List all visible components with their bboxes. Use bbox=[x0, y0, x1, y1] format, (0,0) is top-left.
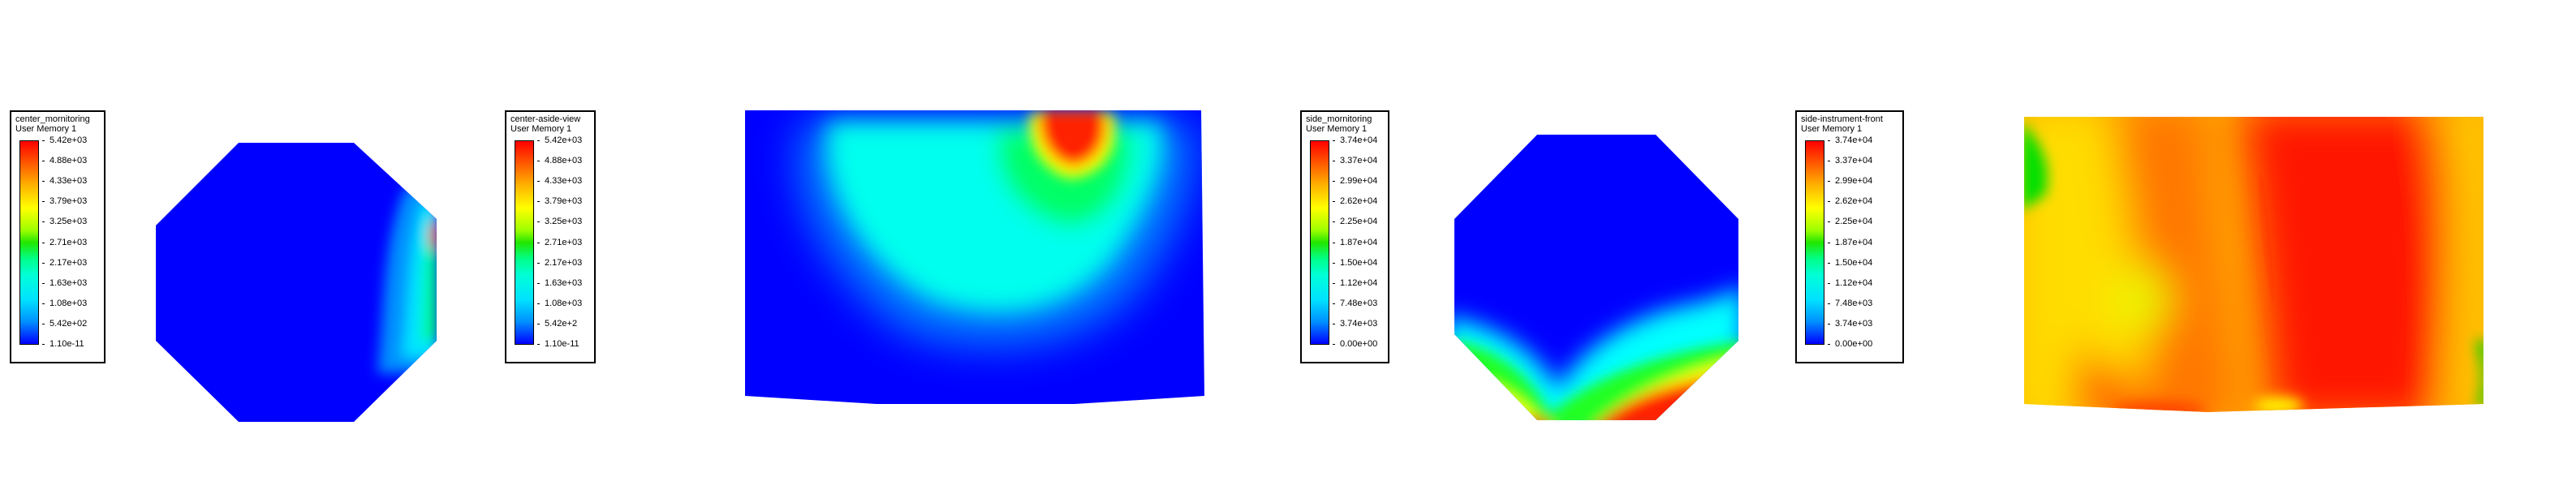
colorbar-tick-label: 1.10e-11 bbox=[537, 339, 579, 349]
colorbar-tick-label: 1.63e+03 bbox=[42, 278, 87, 288]
colorbar-tick-label: 1.12e+04 bbox=[1333, 278, 1377, 288]
colorbar-tick-label: 3.74e+04 bbox=[1333, 135, 1377, 145]
colorbar bbox=[19, 140, 39, 345]
legend-subtitle: User Memory 1 bbox=[510, 124, 572, 134]
legend-subtitle: User Memory 1 bbox=[1306, 124, 1368, 134]
colorbar-tick-label: 1.63e+03 bbox=[537, 278, 582, 288]
colorbar-tick-label: 1.08e+03 bbox=[537, 299, 582, 308]
colorbar bbox=[1805, 140, 1824, 345]
heatmap-side-mornitoring bbox=[1454, 135, 1738, 420]
heatmap-side-instrument-front bbox=[2024, 117, 2483, 412]
colorbar-tick-label: 2.17e+03 bbox=[537, 258, 582, 268]
colorbar-tick-label: 3.79e+03 bbox=[537, 196, 582, 206]
colorbar-tick-label: 1.50e+04 bbox=[1333, 258, 1377, 268]
colorbar-tick-label: 1.87e+04 bbox=[1828, 238, 1872, 247]
colorbar bbox=[1310, 140, 1329, 345]
colorbar-tick-label: 2.62e+04 bbox=[1828, 196, 1872, 206]
colorbar-tick-label: 2.17e+03 bbox=[42, 258, 87, 268]
colorbar-tick-label: 3.79e+03 bbox=[42, 196, 87, 206]
colorbar-tick-label: 2.71e+03 bbox=[42, 238, 87, 247]
colorbar-tick-label: 3.74e+03 bbox=[1333, 319, 1377, 329]
colorbar-tick-label: 4.88e+03 bbox=[42, 156, 87, 165]
colorbar-tick-label: 4.88e+03 bbox=[537, 156, 582, 165]
legend-title: center-aside-view bbox=[510, 114, 581, 124]
legend-side-instrument-front: side-instrument-front User Memory 1 3.74… bbox=[1795, 110, 1904, 363]
colorbar-tick-label: 3.37e+04 bbox=[1828, 156, 1872, 165]
colorbar-tick-label: 1.08e+03 bbox=[42, 299, 87, 308]
colorbar-tick-label: 1.87e+04 bbox=[1333, 238, 1377, 247]
colorbar-ticks: 5.42e+03 4.88e+03 4.33e+03 3.79e+03 3.25e+03… bbox=[537, 135, 599, 349]
legend-title: side_mornitoring bbox=[1306, 114, 1372, 124]
legend-center-aside-view: center-aside-view User Memory 1 5.42e+03… bbox=[505, 110, 596, 363]
colorbar-ticks: 3.74e+04 3.37e+04 2.99e+04 2.62e+04 2.25e+04… bbox=[1828, 135, 1889, 349]
colorbar-tick-label: 2.71e+03 bbox=[537, 238, 582, 247]
colorbar-tick-label: 5.42e+03 bbox=[537, 135, 582, 145]
colorbar-tick-label: 5.42e+2 bbox=[537, 319, 577, 329]
colorbar-tick-label: 3.74e+03 bbox=[1828, 319, 1872, 329]
colorbar-tick-label: 2.25e+04 bbox=[1333, 217, 1377, 226]
colorbar-tick-label: 2.99e+04 bbox=[1828, 176, 1872, 186]
colorbar-tick-label: 3.25e+03 bbox=[537, 217, 582, 226]
colorbar-tick-label: 2.25e+04 bbox=[1828, 217, 1872, 226]
colorbar-ticks: 5.42e+03 4.88e+03 4.33e+03 3.79e+03 3.25e+03… bbox=[42, 135, 104, 349]
colorbar-ticks: 3.74e+04 3.37e+04 2.99e+04 2.62e+04 2.25e+04… bbox=[1333, 135, 1394, 349]
colorbar-tick-label: 5.42e+02 bbox=[42, 319, 87, 329]
colorbar-tick-label: 7.48e+03 bbox=[1828, 299, 1872, 308]
colorbar-tick-label: 1.50e+04 bbox=[1828, 258, 1872, 268]
colorbar-tick-label: 7.48e+03 bbox=[1333, 299, 1377, 308]
legend-title: center_mornitoring bbox=[15, 114, 90, 124]
colorbar-tick-label: 2.62e+04 bbox=[1333, 196, 1377, 206]
colorbar-tick-label: 1.12e+04 bbox=[1828, 278, 1872, 288]
colorbar-tick-label: 0.00e+00 bbox=[1828, 339, 1872, 349]
colorbar-tick-label: 4.33e+03 bbox=[537, 176, 582, 186]
colorbar-tick-label: 3.25e+03 bbox=[42, 217, 87, 226]
heatmap-center-aside-view bbox=[745, 110, 1204, 404]
colorbar-tick-label: 3.37e+04 bbox=[1333, 156, 1377, 165]
colorbar-tick-label: 4.33e+03 bbox=[42, 176, 87, 186]
legend-side-mornitoring: side_mornitoring User Memory 1 3.74e+04 3… bbox=[1300, 110, 1389, 363]
colorbar-tick-label: 1.10e-11 bbox=[42, 339, 84, 349]
heatmap-center-mornitoring bbox=[156, 143, 437, 422]
colorbar bbox=[515, 140, 534, 345]
legend-title: side-instrument-front bbox=[1801, 114, 1883, 124]
colorbar-tick-label: 2.99e+04 bbox=[1333, 176, 1377, 186]
legend-center-mornitoring: center_mornitoring User Memory 1 5.42e+0… bbox=[10, 110, 106, 363]
legend-subtitle: User Memory 1 bbox=[1801, 124, 1863, 134]
colorbar-tick-label: 3.74e+04 bbox=[1828, 135, 1872, 145]
legend-subtitle: User Memory 1 bbox=[15, 124, 77, 134]
colorbar-tick-label: 0.00e+00 bbox=[1333, 339, 1377, 349]
colorbar-tick-label: 5.42e+03 bbox=[42, 135, 87, 145]
